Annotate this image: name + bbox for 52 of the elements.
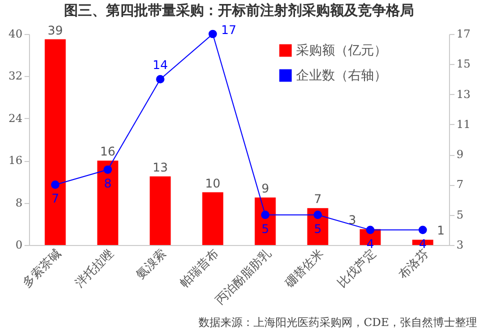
data-label: 8 — [104, 176, 112, 191]
data-label: 10 — [205, 176, 220, 190]
data-label: 39 — [48, 23, 63, 38]
x-tick-label: 泮托拉唑 — [72, 246, 116, 290]
legend-label: 企业数（右轴） — [296, 68, 387, 84]
bar — [44, 39, 66, 245]
data-label: 16 — [100, 144, 116, 159]
data-label: 5 — [314, 222, 322, 236]
point — [418, 226, 427, 234]
chart-title: 图三、第四批带量采购：开标前注射剂采购额及竞争格局 — [64, 2, 414, 19]
y2-tick-label: 7 — [456, 178, 464, 192]
x-tick-label: 布洛芬 — [396, 246, 432, 282]
y2-tick-label: 11 — [456, 118, 470, 131]
data-label: 3 — [348, 213, 356, 228]
y2-tick-label: 15 — [456, 58, 470, 71]
point — [314, 210, 322, 220]
y-tick-label: 32 — [8, 70, 22, 83]
bar — [202, 192, 224, 245]
y2-tick-label: 5 — [456, 208, 464, 222]
x-tick-label: 氨溴索 — [133, 246, 169, 282]
bar — [307, 208, 328, 245]
bar — [97, 160, 118, 245]
y2-tick-label: 13 — [456, 88, 470, 101]
y2-tick-label: 17 — [456, 28, 470, 40]
data-label: 17 — [221, 23, 236, 37]
data-label: 7 — [314, 192, 322, 206]
point — [261, 210, 270, 220]
x-tick-label: 比伐芦定 — [334, 246, 379, 290]
point — [51, 180, 60, 189]
data-label: 7 — [51, 192, 60, 206]
x-tick-label: 硼替佐米 — [282, 246, 326, 291]
y-tick-label: 0 — [16, 238, 22, 252]
data-label: 13 — [152, 160, 168, 174]
y-tick-label: 8 — [16, 196, 22, 210]
y-tick-label: 40 — [8, 28, 22, 40]
point — [104, 165, 112, 174]
data-label: 14 — [152, 58, 168, 72]
point — [156, 75, 164, 84]
bar — [254, 198, 276, 245]
y-tick-label: 24 — [8, 112, 22, 125]
source-note: 数据来源：上海阳光医药采购网，CDE，张自然博士整理 — [198, 315, 477, 330]
point — [208, 30, 217, 38]
y2-tick-label: 9 — [456, 148, 464, 162]
y2-tick-label: 3 — [456, 238, 464, 252]
x-tick-label: 帕瑞昔布 — [177, 246, 222, 290]
y-tick-label: 16 — [8, 154, 22, 168]
bar — [150, 176, 171, 245]
data-label: 9 — [261, 182, 270, 196]
legend-label: 采购额（亿元） — [296, 44, 387, 58]
data-label: 5 — [261, 222, 270, 236]
data-label: 1 — [436, 224, 445, 238]
point — [366, 226, 374, 234]
